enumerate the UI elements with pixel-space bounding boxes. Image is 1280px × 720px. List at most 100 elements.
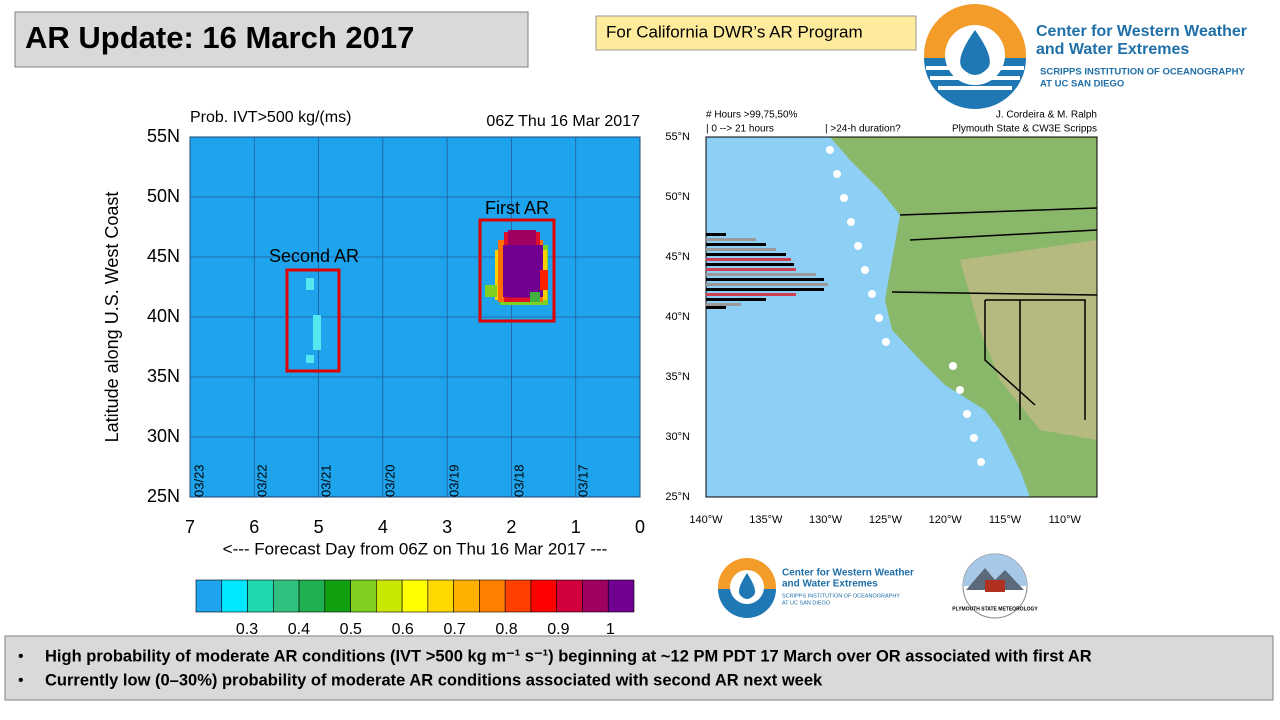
colorbar-cell bbox=[556, 579, 583, 613]
coast-marker bbox=[949, 362, 957, 370]
coast-marker bbox=[875, 314, 883, 322]
annotation: First AR bbox=[485, 198, 549, 218]
colorbar-cell bbox=[479, 579, 506, 613]
bullet-marker: • bbox=[18, 672, 24, 689]
plot-title: Prob. IVT>500 kg/(ms) bbox=[190, 109, 351, 126]
colorbar-cell bbox=[247, 579, 274, 613]
duration-bar bbox=[706, 278, 824, 281]
duration-bar bbox=[706, 248, 776, 251]
lon-tick-label: 120°W bbox=[929, 514, 963, 526]
date-label: 03/22 bbox=[254, 464, 269, 497]
org-name: Center for Western Weather bbox=[1036, 23, 1247, 40]
colorbar-cell bbox=[530, 579, 558, 613]
coast-marker bbox=[868, 290, 876, 298]
coast-marker bbox=[882, 338, 890, 346]
map bbox=[705, 136, 1098, 498]
duration-bar bbox=[706, 243, 766, 246]
y-tick-label: 25N bbox=[147, 486, 180, 506]
x-tick-label: 2 bbox=[506, 517, 516, 537]
heat-cell bbox=[306, 355, 314, 363]
annotation-box bbox=[285, 268, 341, 373]
map-credit: J. Cordeira & M. Ralph bbox=[996, 110, 1097, 121]
colorbar-cell bbox=[350, 579, 377, 613]
duration-bar bbox=[706, 306, 726, 309]
org-sub: SCRIPPS INSTITUTION OF OCEANOGRAPHY bbox=[1040, 67, 1245, 78]
colorbar-cell bbox=[504, 579, 532, 613]
plymouth-logo bbox=[962, 553, 1028, 619]
heat-cell bbox=[540, 270, 548, 290]
map-header: | >24-h duration? bbox=[825, 124, 901, 135]
org-sub: SCRIPPS INSTITUTION OF OCEANOGRAPHY bbox=[782, 593, 900, 599]
lat-tick-label: 35°N bbox=[665, 371, 690, 383]
colorbar-tick-label: 1 bbox=[606, 621, 615, 638]
date-label: 03/19 bbox=[446, 464, 461, 497]
annotation-box bbox=[478, 218, 556, 323]
duration-bar bbox=[706, 273, 816, 276]
heat-cell bbox=[485, 285, 497, 297]
colorbar-cell bbox=[401, 579, 429, 613]
y-tick-label: 35N bbox=[147, 366, 180, 386]
duration-bar bbox=[706, 303, 741, 306]
lon-tick-label: 125°W bbox=[869, 514, 903, 526]
coast-marker bbox=[956, 386, 964, 394]
org-sub: AT UC SAN DIEGO bbox=[782, 600, 831, 606]
duration-bar bbox=[706, 293, 796, 296]
plot-time: 06Z Thu 16 Mar 2017 bbox=[486, 113, 640, 130]
colorbar-cell bbox=[272, 579, 300, 613]
duration-bar bbox=[706, 288, 824, 291]
land-relief bbox=[960, 240, 1097, 440]
annotation: Second AR bbox=[269, 246, 359, 266]
lat-tick-label: 55°N bbox=[665, 131, 690, 143]
lon-tick-label: 115°W bbox=[989, 514, 1022, 526]
coast-marker bbox=[847, 218, 855, 226]
program-box bbox=[595, 15, 917, 51]
org-name: and Water Extremes bbox=[782, 579, 878, 590]
y-tick-label: 45N bbox=[147, 246, 180, 266]
program-label: For California DWR’s AR Program bbox=[606, 22, 863, 41]
coast-marker bbox=[854, 242, 862, 250]
duration-bar bbox=[706, 253, 786, 256]
slide-title: AR Update: 16 March 2017 bbox=[25, 20, 414, 55]
cw3e-logo-small bbox=[718, 558, 776, 618]
duration-bar bbox=[706, 238, 756, 241]
lat-tick-label: 45°N bbox=[665, 251, 690, 263]
colorbar-tick-label: 0.9 bbox=[547, 621, 569, 638]
map-header: # Hours >99,75,50% bbox=[706, 110, 798, 121]
duration-bar bbox=[706, 258, 791, 261]
colorbar-tick-label: 0.6 bbox=[392, 621, 414, 638]
lat-tick-label: 25°N bbox=[665, 491, 690, 503]
x-tick-label: 3 bbox=[442, 517, 452, 537]
date-label: 03/17 bbox=[575, 464, 590, 497]
colorbar-cell bbox=[221, 579, 248, 613]
lat-tick-label: 40°N bbox=[665, 311, 690, 323]
heat-cell bbox=[503, 245, 543, 297]
coast-marker bbox=[977, 458, 985, 466]
date-label: 03/23 bbox=[191, 464, 206, 497]
lat-tick-label: 50°N bbox=[665, 191, 690, 203]
colorbar-cell bbox=[324, 579, 351, 613]
org-name: and Water Extremes bbox=[1036, 41, 1189, 58]
x-tick-label: 7 bbox=[185, 517, 195, 537]
coast-marker bbox=[963, 410, 971, 418]
date-label: 03/20 bbox=[382, 464, 397, 497]
bullet-text: High probability of moderate AR conditio… bbox=[45, 647, 1092, 665]
duration-bar bbox=[706, 268, 796, 271]
lon-tick-label: 110°W bbox=[1049, 514, 1082, 526]
x-axis-label: <--- Forecast Day from 06Z on Thu 16 Mar… bbox=[223, 539, 608, 558]
lon-tick-label: 130°W bbox=[809, 514, 843, 526]
y-tick-label: 55N bbox=[147, 126, 180, 146]
x-tick-label: 5 bbox=[314, 517, 324, 537]
colorbar-cell bbox=[298, 579, 326, 613]
lon-tick-label: 135°W bbox=[749, 514, 783, 526]
duration-bar bbox=[706, 233, 726, 236]
org-name: Center for Western Weather bbox=[782, 568, 914, 579]
colorbar-cell bbox=[453, 579, 480, 613]
x-tick-label: 1 bbox=[571, 517, 581, 537]
colorbar-cell bbox=[582, 579, 609, 613]
plymouth-label: PLYMOUTH STATE METEOROLOGY bbox=[952, 606, 1038, 612]
colorbar-tick-label: 0.4 bbox=[288, 621, 310, 638]
map-frame bbox=[705, 136, 1098, 498]
cw3e-logo bbox=[924, 4, 1026, 109]
coast-marker bbox=[833, 170, 841, 178]
